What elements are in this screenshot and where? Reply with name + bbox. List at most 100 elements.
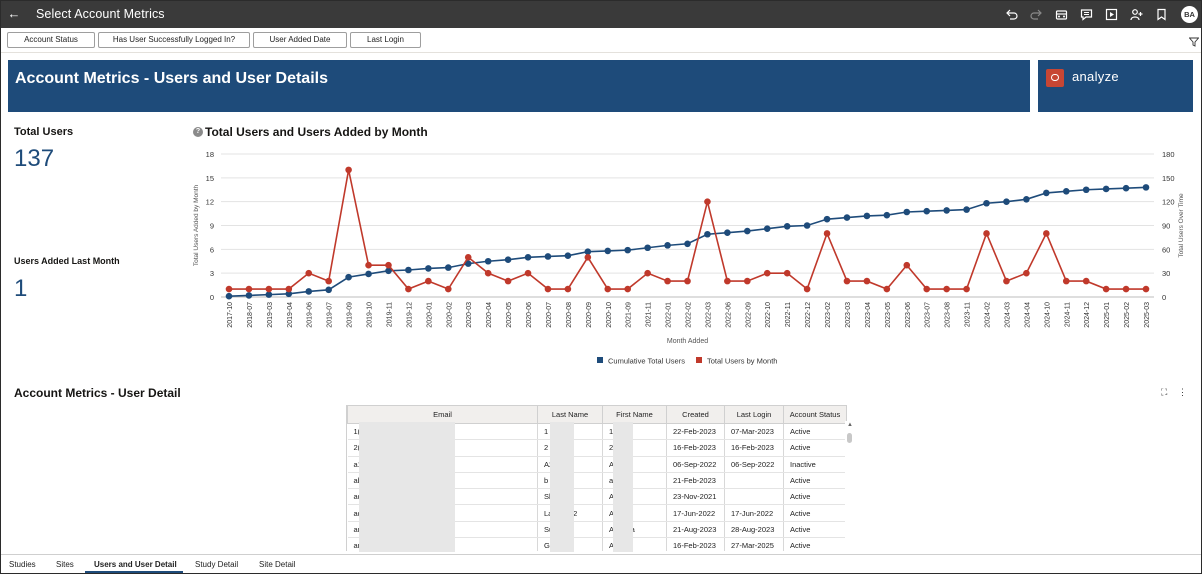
data-point: [644, 269, 651, 277]
filter-logged-in[interactable]: Has User Successfully Logged In?: [98, 32, 250, 48]
data-point: [624, 246, 631, 254]
data-point: [484, 257, 492, 265]
data-point: [704, 230, 711, 238]
data-point: [1142, 285, 1150, 293]
y-tick-label-left: 6: [210, 245, 214, 254]
x-tick-label: 2025-01: [1104, 302, 1111, 328]
data-point: [724, 277, 731, 285]
x-tick-label: 2023-04: [865, 302, 872, 328]
tab-study-detail[interactable]: Study Detail: [195, 560, 239, 569]
tab-users-and-user-detail[interactable]: Users and User Detail: [94, 560, 177, 569]
scroll-up-icon[interactable]: ▲: [847, 422, 853, 428]
data-point: [803, 222, 811, 229]
x-tick-label: 2019-07: [327, 302, 334, 328]
column-header-created[interactable]: Created: [666, 405, 725, 424]
data-point: [963, 206, 970, 213]
data-point: [1062, 188, 1070, 195]
data-point: [564, 252, 572, 259]
x-tick-label: 2025-02: [1124, 302, 1131, 328]
data-point: [265, 285, 273, 293]
analyze-tile[interactable]: analyze: [1038, 60, 1193, 112]
filter-funnel-icon[interactable]: [1188, 34, 1200, 47]
x-tick-label: 2019-04: [287, 302, 294, 328]
column-header-account-status[interactable]: Account Status: [783, 405, 847, 424]
data-point: [1043, 189, 1050, 197]
table-scrollbar[interactable]: ▲: [845, 421, 855, 551]
data-point: [444, 285, 452, 293]
more-options-icon[interactable]: ⋮: [1178, 387, 1187, 397]
undo-icon[interactable]: [1005, 8, 1018, 21]
table-cell: 06-Sep-2022: [666, 456, 725, 473]
table-cell: 21-Feb-2023: [666, 472, 725, 490]
x-tick-label: 2019-03: [267, 302, 274, 328]
x-tick-label: 2024-04: [1024, 302, 1031, 328]
x-tick-label: 2024-02: [985, 302, 992, 328]
tab-studies[interactable]: Studies: [9, 560, 36, 569]
user-detail-title: Account Metrics - User Detail: [14, 386, 181, 400]
column-header-first-name[interactable]: First Name: [602, 405, 667, 424]
data-point: [763, 225, 771, 232]
x-tick-label: 2019-10: [367, 302, 374, 328]
user-avatar[interactable]: BA: [1181, 6, 1198, 23]
data-point: [883, 211, 891, 219]
data-point: [704, 198, 711, 205]
filter-user-added-date[interactable]: User Added Date: [253, 32, 347, 48]
filter-last-login[interactable]: Last Login: [350, 32, 421, 48]
y-tick-label-right: 0: [1162, 293, 1166, 302]
analyze-label: analyze: [1072, 69, 1119, 84]
oracle-logo-icon: [1046, 69, 1064, 87]
tab-sites[interactable]: Sites: [56, 560, 74, 569]
legend-swatch: [597, 357, 603, 363]
total-users-label: Total Users: [14, 126, 74, 138]
data-point: [385, 267, 392, 275]
table-cell: 23-Nov-2021: [666, 488, 725, 506]
data-point: [604, 285, 612, 293]
data-point: [345, 273, 352, 281]
column-header-last-login[interactable]: Last Login: [724, 405, 784, 424]
x-tick-label: 2024-03: [1004, 302, 1011, 328]
comment-icon[interactable]: [1080, 8, 1093, 21]
data-point: [983, 199, 990, 207]
data-point: [584, 248, 592, 256]
data-point: [564, 285, 572, 293]
data-point: [763, 269, 771, 277]
chart-info-icon[interactable]: ?: [193, 127, 203, 137]
y-axis-label-left: Total Users Added by Month: [193, 184, 200, 266]
data-icon[interactable]: [1055, 8, 1068, 21]
data-point: [1102, 285, 1110, 293]
data-point: [285, 285, 293, 293]
x-tick-label: 2022-01: [666, 302, 673, 328]
filter-account-status[interactable]: Account Status: [7, 32, 95, 48]
table-cell: 17-Jun-2022: [666, 504, 725, 522]
data-point: [425, 265, 432, 272]
redo-icon[interactable]: [1030, 8, 1043, 21]
column-header-email[interactable]: Email: [347, 405, 538, 424]
maximize-icon[interactable]: ⛶: [1161, 387, 1168, 397]
present-icon[interactable]: [1105, 8, 1118, 21]
column-header-last-name[interactable]: Last Name: [537, 405, 603, 424]
data-point: [1122, 184, 1130, 192]
table-cell: 06-Sep-2022: [724, 456, 784, 473]
back-arrow-icon[interactable]: ←: [7, 6, 21, 21]
x-tick-label: 2022-12: [805, 302, 812, 328]
data-point: [444, 264, 452, 271]
x-tick-label: 2020-09: [586, 302, 593, 328]
data-point: [963, 285, 970, 293]
data-point: [624, 285, 631, 293]
data-point: [245, 292, 253, 299]
data-point: [524, 253, 532, 261]
data-point: [883, 285, 891, 293]
table-cell: Active: [783, 537, 847, 551]
x-tick-label: 2023-07: [925, 302, 932, 328]
data-point: [544, 253, 552, 260]
share-user-icon[interactable]: [1130, 8, 1143, 21]
data-point: [923, 285, 931, 293]
dashboard-title: Account Metrics - Users and User Details: [15, 70, 328, 87]
redacted-email-block: [359, 422, 455, 552]
scroll-thumb[interactable]: [847, 433, 852, 443]
bookmark-icon[interactable]: [1155, 8, 1168, 21]
x-tick-label: 2022-03: [705, 302, 712, 328]
data-point: [863, 212, 871, 220]
y-tick-label-left: 15: [206, 174, 214, 183]
tab-site-detail[interactable]: Site Detail: [259, 560, 296, 569]
